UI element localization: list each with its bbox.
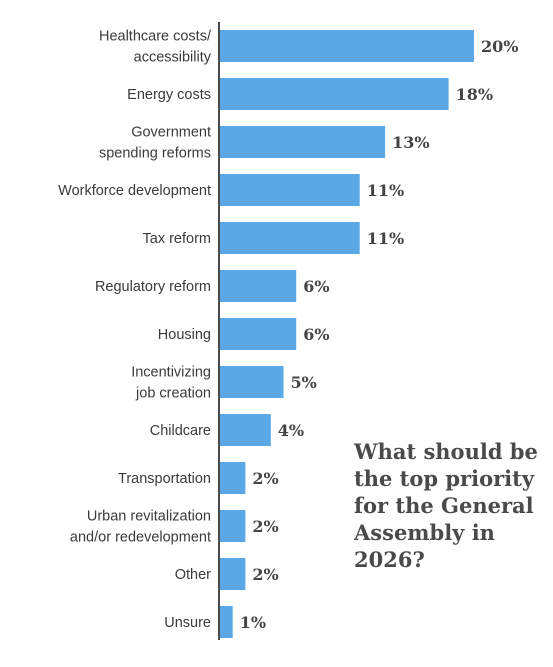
category-label-10: Urban revitalization and/or redevelopment — [70, 509, 211, 546]
value-label-9: 2% — [252, 469, 278, 488]
category-label-2: Government spending reforms — [99, 125, 211, 162]
value-label-2: 13% — [392, 133, 429, 152]
bar-1 — [220, 78, 449, 110]
category-label-5: Regulatory reform — [95, 279, 211, 295]
bars-group: 20% Healthcare costs/accessibility 18% Ener… — [58, 29, 518, 638]
bar-9 — [220, 462, 246, 494]
bar-7 — [220, 366, 284, 398]
value-label-5: 6% — [303, 277, 329, 296]
value-label-4: 11% — [367, 229, 404, 248]
category-label-9: Transportation — [118, 471, 211, 487]
bar-0 — [220, 30, 474, 62]
category-label-3: Workforce development — [58, 183, 211, 199]
category-label-1: Energy costs — [127, 87, 211, 103]
category-label-12: Unsure — [164, 615, 211, 631]
bar-2 — [220, 126, 386, 158]
value-label-3: 11% — [367, 181, 404, 200]
category-label-11: Other — [175, 567, 211, 583]
value-label-0: 20% — [481, 37, 518, 56]
bar-4 — [220, 222, 360, 254]
value-label-6: 6% — [303, 325, 329, 344]
category-label-4: Tax reform — [143, 231, 212, 247]
category-label-0: Healthcare costs/accessibility — [99, 29, 212, 66]
bar-12 — [220, 606, 233, 638]
value-label-12: 1% — [240, 613, 266, 632]
value-label-11: 2% — [252, 565, 278, 584]
value-label-8: 4% — [278, 421, 304, 440]
value-label-1: 18% — [456, 85, 493, 104]
category-label-8: Childcare — [150, 423, 211, 439]
bar-3 — [220, 174, 360, 206]
category-label-6: Housing — [158, 327, 211, 343]
bar-5 — [220, 270, 297, 302]
bar-10 — [220, 510, 246, 542]
bar-8 — [220, 414, 271, 446]
bar-11 — [220, 558, 246, 590]
category-label-7: Incentivizing job creation — [131, 365, 211, 402]
value-label-10: 2% — [252, 517, 278, 536]
value-label-7: 5% — [291, 373, 317, 392]
bar-6 — [220, 318, 297, 350]
question-title: What should be the top priority for the … — [354, 439, 538, 572]
